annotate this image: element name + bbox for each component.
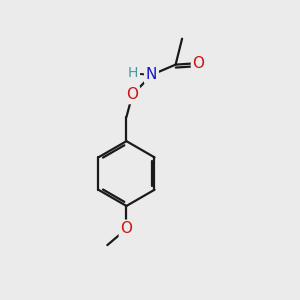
Text: O: O (193, 56, 205, 70)
Text: O: O (126, 87, 138, 102)
Text: O: O (120, 221, 132, 236)
Text: H: H (128, 66, 138, 80)
Text: N: N (146, 68, 157, 82)
